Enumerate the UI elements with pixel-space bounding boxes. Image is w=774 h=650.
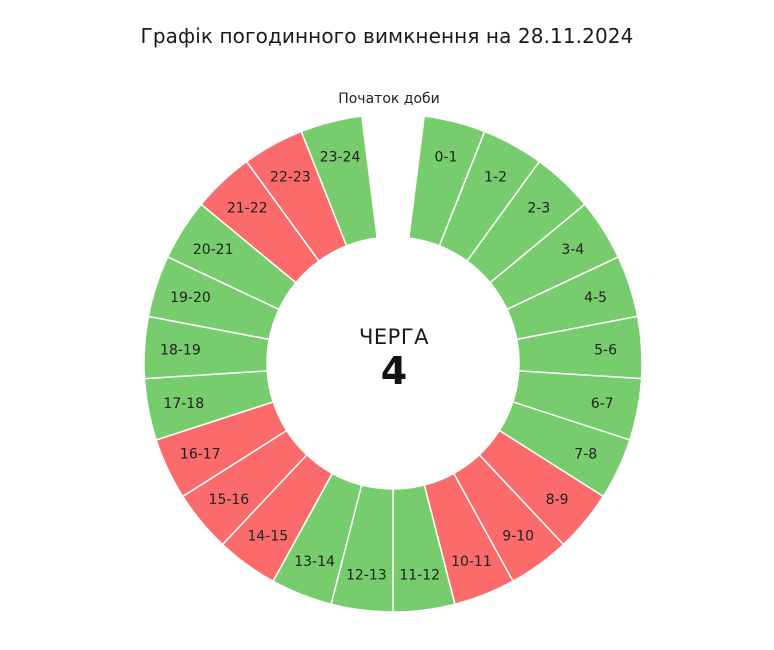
hour-label-2-3: 2-3: [527, 201, 550, 217]
hour-label-15-16: 15-16: [209, 492, 250, 508]
chart-title: Графік погодинного вимкнення на 28.11.20…: [140, 24, 634, 48]
hour-label-11-12: 11-12: [399, 567, 440, 583]
hour-label-10-11: 10-11: [451, 554, 492, 570]
hour-label-19-20: 19-20: [170, 290, 211, 306]
hour-label-13-14: 13-14: [294, 554, 335, 570]
queue-number: 4: [381, 349, 407, 393]
hour-label-21-22: 21-22: [227, 201, 268, 217]
hour-label-14-15: 14-15: [247, 528, 288, 544]
hour-label-8-9: 8-9: [546, 492, 569, 508]
hour-label-9-10: 9-10: [502, 528, 534, 544]
queue-label: ЧЕРГА: [359, 325, 429, 349]
hour-label-20-21: 20-21: [193, 242, 234, 258]
hour-label-23-24: 23-24: [320, 150, 361, 166]
hour-label-18-19: 18-19: [160, 343, 201, 359]
hour-label-22-23: 22-23: [270, 169, 311, 185]
day-start-label: Початок доби: [338, 91, 440, 107]
hour-labels: 0-1 1-2 2-3 3-4 4-5 5-6 6-7 7-8 8-9 9-10 10-11 11-1…: [160, 150, 617, 584]
hour-label-7-8: 7-8: [574, 447, 597, 463]
hour-label-5-6: 5-6: [594, 343, 617, 359]
hour-label-3-4: 3-4: [561, 242, 584, 258]
hour-label-4-5: 4-5: [584, 290, 607, 306]
hour-label-0-1: 0-1: [435, 150, 458, 166]
hour-segments: [143, 115, 643, 613]
hour-label-6-7: 6-7: [591, 396, 614, 412]
hour-segment-23-24: [300, 115, 379, 247]
hour-label-1-2: 1-2: [484, 169, 507, 185]
hour-label-12-13: 12-13: [346, 567, 387, 583]
hour-label-16-17: 16-17: [180, 447, 221, 463]
hour-label-17-18: 17-18: [163, 396, 204, 412]
